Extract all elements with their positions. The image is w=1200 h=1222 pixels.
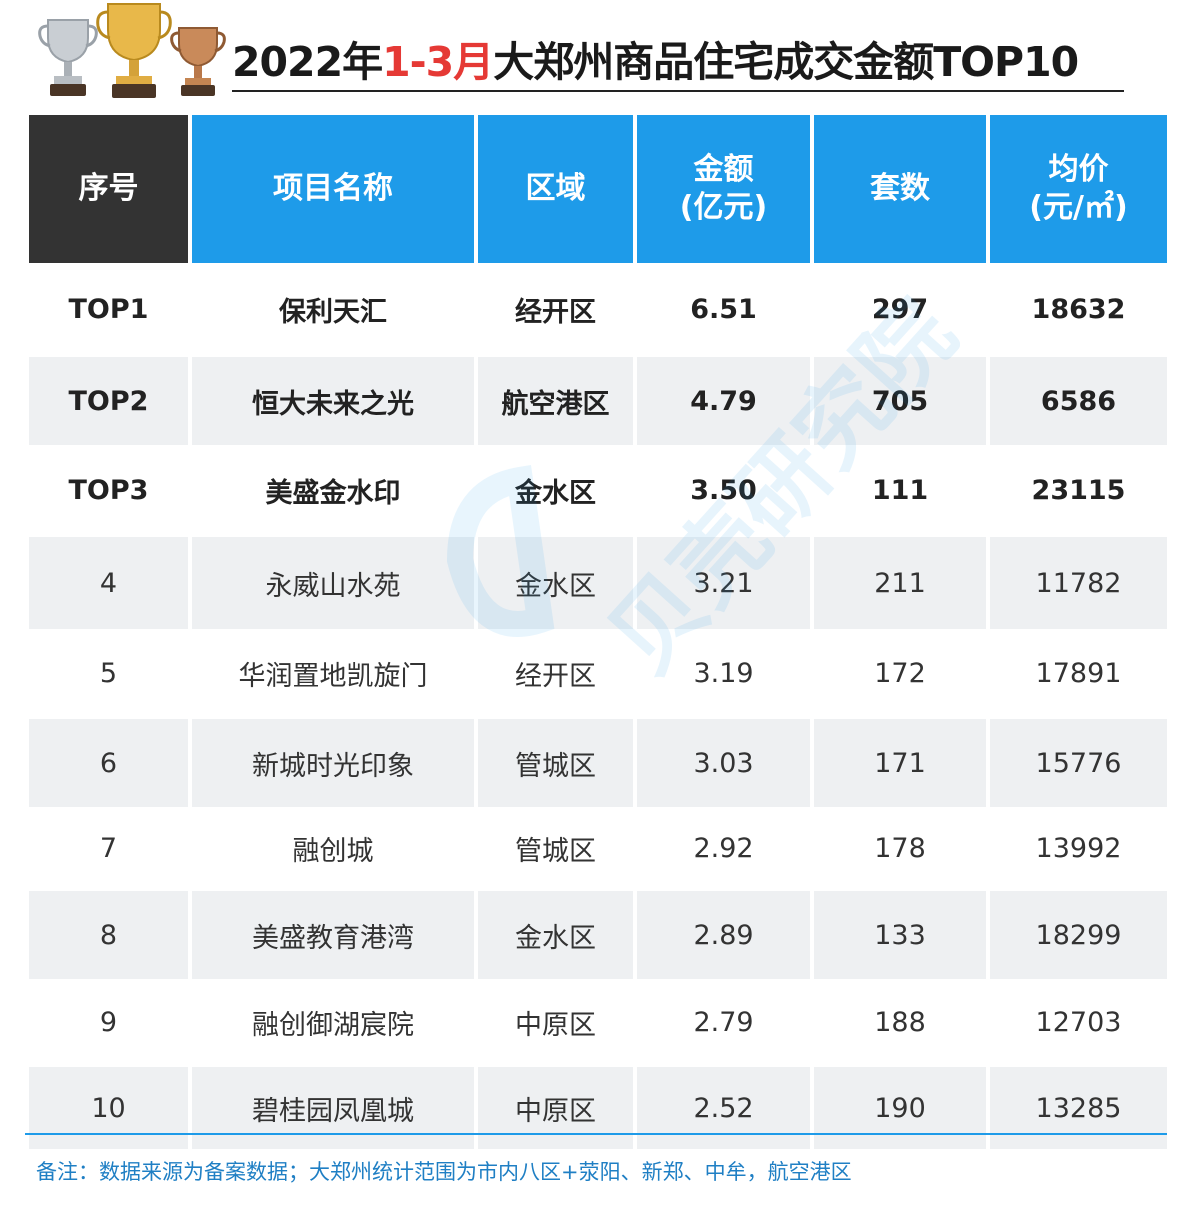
header: 2022年1-3月大郑州商品住宅成交金额TOP10: [0, 0, 1200, 110]
cell-units: 171: [814, 717, 986, 807]
footnote: 备注：数据来源为备案数据；大郑州统计范围为市内八区+荥阳、新郑、中牟，航空港区: [36, 1160, 852, 1184]
header-area: 区域: [478, 115, 633, 263]
cell-amount: 6.51: [690, 293, 757, 325]
table-header-row: 序号 项目名称 区域 金额 (亿元) 套数 均价 (元/㎡): [29, 115, 1167, 263]
cell-project-name: 新城时光印象: [192, 717, 474, 807]
gold-trophy-icon: [96, 3, 172, 98]
table-row: 9 融创御湖宸院 中原区 2.79 188 12703: [29, 979, 1167, 1065]
cell-units: 705: [814, 355, 986, 445]
header-amount: 金额 (亿元): [637, 115, 810, 263]
cell-project-name: 碧桂园凤凰城: [192, 1065, 474, 1149]
footer-divider: [25, 1133, 1167, 1135]
table-row: 8 美盛教育港湾 金水区 2.89 133 18299: [29, 889, 1167, 979]
title-underline: [232, 90, 1124, 92]
silver-trophy-icon: [38, 19, 98, 96]
cell-avg-price: 18299: [990, 889, 1167, 979]
cell-rank: 10: [29, 1065, 188, 1149]
cell-rank: TOP3: [68, 474, 149, 506]
cell-amount: 3.21: [637, 535, 810, 629]
cell-project-name: 美盛金水印: [265, 477, 401, 509]
title-prefix: 2022年: [232, 38, 383, 86]
cell-project-name: 保利天汇: [279, 296, 387, 328]
header-project-name: 项目名称: [192, 115, 474, 263]
cell-project-name: 华润置地凯旋门: [238, 660, 428, 692]
cell-avg-price: 17891: [1035, 657, 1122, 689]
cell-rank: 5: [99, 657, 118, 689]
table-row: 7 融创城 管城区 2.92 178 13992: [29, 807, 1167, 889]
cell-project-name: 融创御湖宸院: [252, 1009, 414, 1041]
cell-units: 172: [874, 657, 926, 689]
header-rank: 序号: [29, 115, 188, 263]
cell-amount: 3.03: [637, 717, 810, 807]
cell-avg-price: 15776: [990, 717, 1167, 807]
cell-amount: 2.52: [637, 1065, 810, 1149]
cell-units: 111: [871, 474, 929, 506]
cell-amount: 2.79: [693, 1006, 754, 1038]
cell-units: 188: [874, 1006, 926, 1038]
title-suffix: 大郑州商品住宅成交金额TOP10: [493, 38, 1079, 86]
cell-area: 中原区: [478, 1065, 633, 1149]
cell-rank: 9: [99, 1006, 118, 1038]
cell-rank: TOP2: [29, 355, 188, 445]
cell-amount: 3.50: [690, 474, 757, 506]
cell-project-name: 融创城: [292, 835, 374, 867]
cell-rank: 7: [99, 832, 118, 864]
bronze-trophy-icon: [170, 27, 226, 96]
cell-rank: 4: [29, 535, 188, 629]
header-avg-price: 均价 (元/㎡): [990, 115, 1167, 263]
cell-avg-price: 11782: [990, 535, 1167, 629]
cell-units: 133: [814, 889, 986, 979]
cell-area: 航空港区: [478, 355, 633, 445]
cell-amount: 2.89: [637, 889, 810, 979]
table-row: 6 新城时光印象 管城区 3.03 171 15776: [29, 717, 1167, 807]
cell-rank: 6: [29, 717, 188, 807]
table-row: TOP1 保利天汇 经开区 6.51 297 18632: [29, 263, 1167, 355]
table-row: TOP3 美盛金水印 金水区 3.50 111 23115: [29, 445, 1167, 535]
ranking-table: 序号 项目名称 区域 金额 (亿元) 套数 均价 (元/㎡) TOP1 保利天汇经…: [25, 115, 1171, 1149]
page-title: 2022年1-3月大郑州商品住宅成交金额TOP10: [232, 32, 1079, 92]
cell-amount: 4.79: [637, 355, 810, 445]
cell-area: 经开区: [515, 660, 596, 692]
cell-units: 190: [814, 1065, 986, 1149]
cell-area: 金水区: [478, 535, 633, 629]
cell-avg-price: 6586: [990, 355, 1167, 445]
cell-rank: TOP1: [68, 293, 149, 325]
cell-project-name: 永威山水苑: [192, 535, 474, 629]
cell-area: 中原区: [515, 1009, 596, 1041]
cell-area: 金水区: [515, 477, 596, 509]
cell-avg-price: 12703: [1035, 1006, 1122, 1038]
cell-units: 211: [814, 535, 986, 629]
cell-amount: 2.92: [693, 832, 754, 864]
cell-avg-price: 13992: [1035, 832, 1122, 864]
cell-area: 经开区: [515, 296, 596, 328]
cell-avg-price: 13285: [990, 1065, 1167, 1149]
cell-project-name: 美盛教育港湾: [192, 889, 474, 979]
cell-rank: 8: [29, 889, 188, 979]
cell-area: 管城区: [478, 717, 633, 807]
header-units: 套数: [814, 115, 986, 263]
cell-avg-price: 18632: [1031, 293, 1126, 325]
cell-units: 178: [874, 832, 926, 864]
cell-area: 金水区: [478, 889, 633, 979]
table-row: 10 碧桂园凤凰城 中原区 2.52 190 13285: [29, 1065, 1167, 1149]
cell-avg-price: 23115: [1031, 474, 1126, 506]
cell-units: 297: [871, 293, 929, 325]
title-highlight: 1-3月: [382, 38, 494, 86]
table-row: 5 华润置地凯旋门 经开区 3.19 172 17891: [29, 629, 1167, 717]
cell-project-name: 恒大未来之光: [192, 355, 474, 445]
table-row: 4 永威山水苑 金水区 3.21 211 11782: [29, 535, 1167, 629]
cell-area: 管城区: [515, 835, 596, 867]
table-row: TOP2 恒大未来之光 航空港区 4.79 705 6586: [29, 355, 1167, 445]
cell-amount: 3.19: [693, 657, 754, 689]
